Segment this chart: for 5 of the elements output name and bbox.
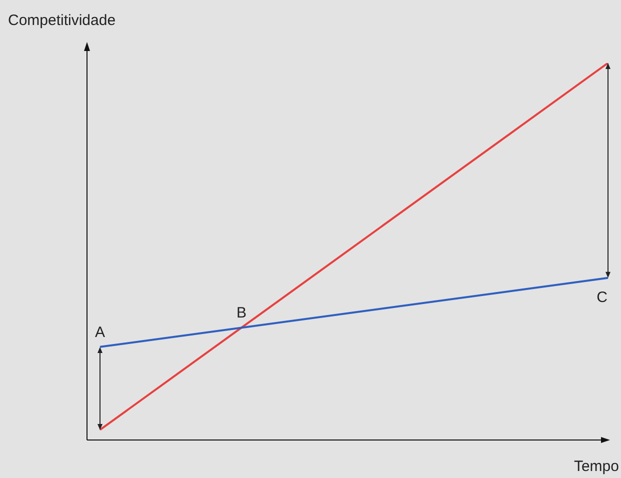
x-axis-title: Tempo xyxy=(574,458,619,475)
annotation: C xyxy=(596,288,608,306)
annotation: B xyxy=(236,304,246,322)
annotation: A xyxy=(94,324,106,341)
y-axis-title: Competitividade xyxy=(8,12,116,29)
